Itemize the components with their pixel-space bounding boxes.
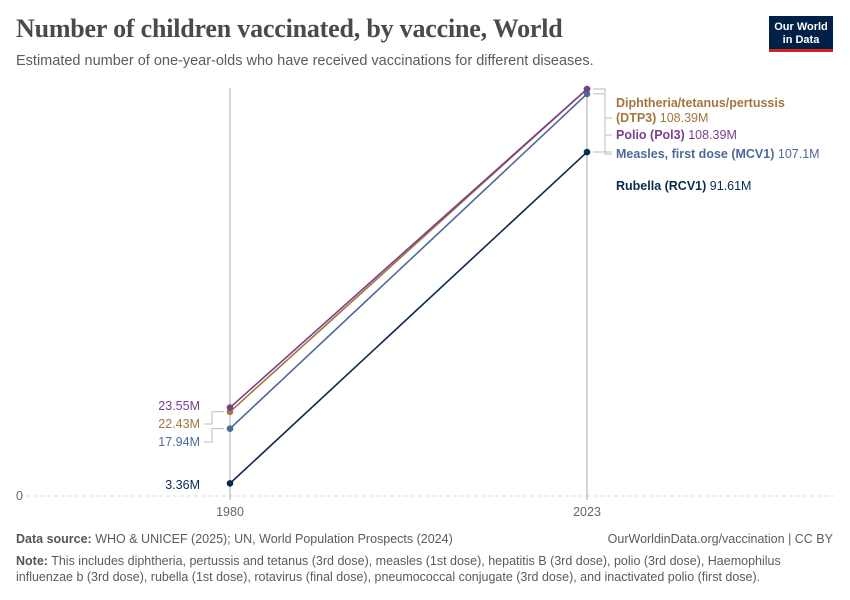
- logo-line-1: Our World: [774, 21, 828, 33]
- data-source-text: WHO & UNICEF (2025); UN, World Populatio…: [95, 532, 453, 546]
- end-value-label: 107.1M: [774, 147, 819, 161]
- end-value-label: 108.39M: [685, 128, 737, 142]
- x-tick-label: 1980: [216, 505, 244, 519]
- start-label-connector: [204, 428, 224, 443]
- note-text: This includes diphtheria, pertussis and …: [16, 554, 781, 584]
- data-source: Data source: WHO & UNICEF (2025); UN, Wo…: [16, 532, 833, 546]
- data-point: [583, 148, 591, 156]
- data-point: [583, 90, 591, 98]
- owid-logo[interactable]: Our World in Data: [769, 16, 833, 52]
- start-value-label: 17.94M: [158, 435, 200, 449]
- series-name-label: (DTP3) 108.39M: [616, 111, 708, 125]
- y-tick-label: 0: [16, 489, 23, 503]
- start-value-label: 22.43M: [158, 417, 200, 431]
- series-name-label: Polio (Pol3) 108.39M: [616, 128, 737, 142]
- end-label-connector: [593, 93, 612, 155]
- series-name-label: Measles, first dose (MCV1) 107.1M: [616, 147, 820, 161]
- data-point: [226, 404, 234, 411]
- end-value-label: 108.39M: [656, 111, 708, 125]
- series-name-label: Rubella (RCV1) 91.61M: [616, 179, 751, 193]
- data-point: [583, 85, 591, 93]
- series-line: [229, 151, 588, 484]
- data-source-label: Data source:: [16, 532, 92, 546]
- series-line: [229, 88, 588, 409]
- end-label-connector: [593, 88, 612, 119]
- start-value-label: 3.36M: [165, 478, 200, 492]
- chart-subtitle: Estimated number of one-year-olds who ha…: [16, 53, 594, 69]
- logo-line-2: in Data: [782, 34, 820, 46]
- data-point: [226, 425, 234, 432]
- data-point: [226, 480, 234, 487]
- end-label-connector: [593, 88, 612, 136]
- note-label: Note:: [16, 554, 48, 568]
- series-line: [229, 93, 588, 430]
- start-label-connector: [204, 411, 224, 425]
- chart-note: Note: This includes diphtheria, pertussi…: [16, 553, 833, 585]
- chart-title: Number of children vaccinated, by vaccin…: [16, 14, 563, 43]
- source-url-link[interactable]: OurWorldinData.org/vaccination | CC BY: [607, 532, 833, 546]
- series-name-label: Diphtheria/tetanus/pertussis: [616, 96, 785, 110]
- x-tick-label: 2023: [573, 505, 601, 519]
- end-value-label: 91.61M: [706, 179, 751, 193]
- start-value-label: 23.55M: [158, 399, 200, 413]
